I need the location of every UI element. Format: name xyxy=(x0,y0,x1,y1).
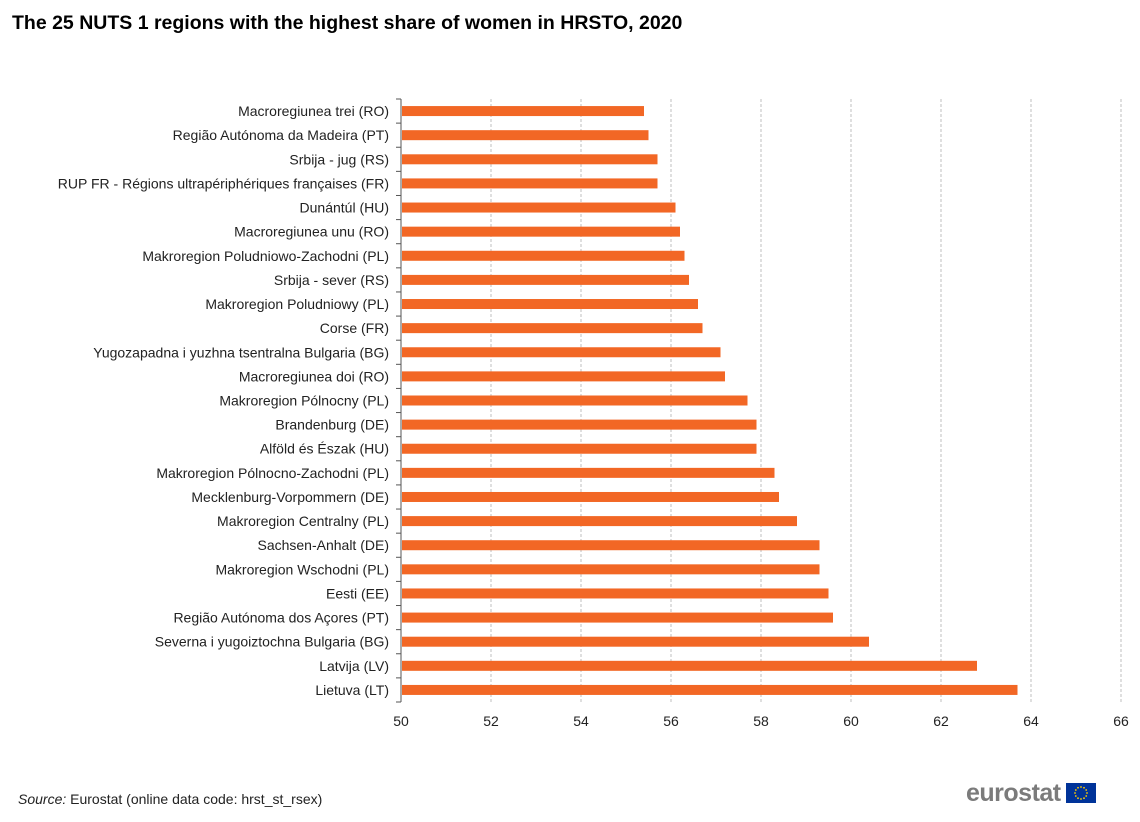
bar xyxy=(402,154,658,165)
flag-star xyxy=(1085,792,1088,794)
chart-title: The 25 NUTS 1 regions with the highest s… xyxy=(12,12,683,34)
flag-star xyxy=(1079,798,1082,800)
bar xyxy=(402,274,689,285)
category-label: Srbija - jug (RS) xyxy=(289,151,389,167)
flag-star xyxy=(1073,792,1076,794)
flag-star xyxy=(1076,797,1079,800)
category-label: Eesti (EE) xyxy=(326,585,389,601)
category-label: Macroregiunea unu (RO) xyxy=(234,224,389,240)
bar xyxy=(402,660,977,671)
category-label: Alföld és Észak (HU) xyxy=(260,441,389,457)
category-label: Sachsen-Anhalt (DE) xyxy=(257,537,389,553)
bar xyxy=(402,130,649,141)
category-label: Lietuva (LT) xyxy=(315,682,389,698)
category-label: Região Autónoma dos Açores (PT) xyxy=(173,610,389,626)
category-label: Corse (FR) xyxy=(320,320,389,336)
x-tick-label: 64 xyxy=(1023,713,1039,729)
bar xyxy=(402,588,829,599)
bar xyxy=(402,202,676,213)
bar xyxy=(402,684,1018,695)
flag-star xyxy=(1082,786,1085,789)
flag-star xyxy=(1079,786,1082,788)
category-label: Makroregion Pólnocno-Zachodni (PL) xyxy=(156,465,389,481)
category-label: Macroregiunea trei (RO) xyxy=(238,103,389,119)
bar xyxy=(402,178,658,189)
x-tick-label: 52 xyxy=(483,713,499,729)
category-label: Srbija - sever (RS) xyxy=(274,272,389,288)
category-label: Dunántúl (HU) xyxy=(300,200,389,216)
bars xyxy=(402,106,1018,695)
flag-star xyxy=(1074,789,1077,791)
bar xyxy=(402,540,820,551)
category-label: Makroregion Pólnocny (PL) xyxy=(219,393,389,409)
category-label: Região Autónoma da Madeira (PT) xyxy=(173,127,389,143)
source-note: Source: Eurostat (online data code: hrst… xyxy=(18,791,322,807)
flag-star xyxy=(1084,789,1087,791)
axes xyxy=(396,98,402,703)
x-tick-label: 54 xyxy=(573,713,589,729)
bar xyxy=(402,443,757,454)
logo-text: eurostat xyxy=(966,778,1061,807)
flag-star xyxy=(1082,797,1085,800)
category-label: Latvija (LV) xyxy=(319,658,389,674)
x-tick-label: 58 xyxy=(753,713,769,729)
x-tick-label: 66 xyxy=(1113,713,1129,729)
category-label: Macroregiunea doi (RO) xyxy=(239,368,389,384)
bar xyxy=(402,371,725,382)
bar xyxy=(402,299,698,310)
category-label: Makroregion Centralny (PL) xyxy=(217,513,389,529)
source-text: Eurostat (online data code: hrst_st_rsex… xyxy=(70,791,323,807)
category-label: RUP FR - Régions ultrapériphériques fran… xyxy=(58,175,389,191)
bar xyxy=(402,395,748,406)
category-label: Mecklenburg-Vorpommern (DE) xyxy=(191,489,389,505)
flag-star xyxy=(1076,786,1079,789)
bar xyxy=(402,419,757,430)
category-label: Makroregion Wschodni (PL) xyxy=(215,561,389,577)
eurostat-logo: eurostat xyxy=(966,778,1096,808)
category-label: Brandenburg (DE) xyxy=(275,417,389,433)
bar xyxy=(402,636,869,647)
bar xyxy=(402,250,685,261)
bar xyxy=(402,323,703,334)
source-label: Source: xyxy=(18,791,67,807)
x-tick-label: 50 xyxy=(393,713,409,729)
eu-flag-icon xyxy=(1065,783,1096,803)
bar xyxy=(402,347,721,358)
category-label: Yugozapadna i yuzhna tsentralna Bulgaria… xyxy=(93,344,389,360)
flag-star xyxy=(1084,795,1087,797)
category-label: Makroregion Poludniowy (PL) xyxy=(205,296,389,312)
flag-star xyxy=(1074,795,1077,797)
x-tick-label: 60 xyxy=(843,713,859,729)
bar xyxy=(402,612,833,623)
bar xyxy=(402,226,680,237)
x-tick-label: 62 xyxy=(933,713,949,729)
category-label: Makroregion Poludniowo-Zachodni (PL) xyxy=(142,248,389,264)
bar xyxy=(402,516,797,527)
x-tick-label: 56 xyxy=(663,713,679,729)
category-label: Severna i yugoiztochna Bulgaria (BG) xyxy=(155,634,389,650)
bar xyxy=(402,491,779,502)
tick-labels: 50 52 54 56 58 60 62 64 66 xyxy=(393,713,1129,729)
bar xyxy=(402,467,775,478)
bar xyxy=(402,106,644,117)
bar xyxy=(402,564,820,575)
category-labels: Macroregiunea trei (RO) Região Autónoma d… xyxy=(58,103,389,698)
